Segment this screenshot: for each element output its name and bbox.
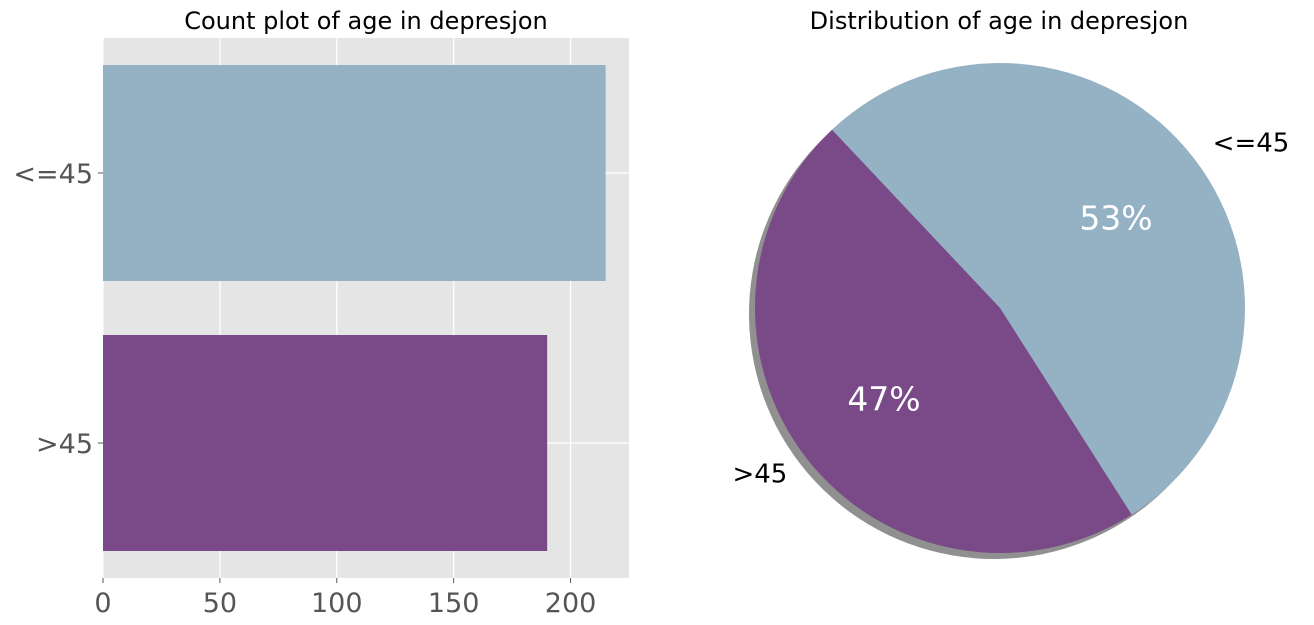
x-tick-label: 150: [428, 588, 480, 619]
pie-chart: Distribution of age in depresjon <=45 53%…: [732, 7, 1289, 559]
y-tick-label: <=45: [13, 159, 93, 190]
pie-chart-title: Distribution of age in depresjon: [810, 7, 1189, 35]
pie-marks: <=45 53% >45 47%: [732, 62, 1290, 559]
pie-percent-label: 53%: [1079, 199, 1152, 238]
bar-x-tick-labels: 0 50 100 150 200: [94, 578, 596, 619]
y-tick-label: >45: [36, 429, 93, 460]
bar-gt45: [103, 335, 548, 551]
x-tick-label: 100: [311, 588, 363, 619]
x-tick-label: 50: [203, 588, 237, 619]
bar-le45: [103, 65, 606, 281]
pie-percent-label: 47%: [847, 379, 920, 418]
x-tick-label: 0: [94, 588, 111, 619]
pie-category-label: <=45: [1213, 128, 1290, 158]
x-tick-label: 200: [545, 588, 597, 619]
bar-chart: Count plot of age in depresjon <=45 >45 0…: [13, 7, 629, 619]
bar-y-tick-labels: <=45 >45: [13, 159, 103, 460]
pie-slice-gt45: [755, 129, 1132, 553]
pie-slice-le45: [831, 62, 1246, 515]
bar-chart-title: Count plot of age in depresjon: [184, 7, 548, 35]
bar-marks: [103, 65, 606, 551]
pie-category-label: >45: [732, 460, 787, 490]
